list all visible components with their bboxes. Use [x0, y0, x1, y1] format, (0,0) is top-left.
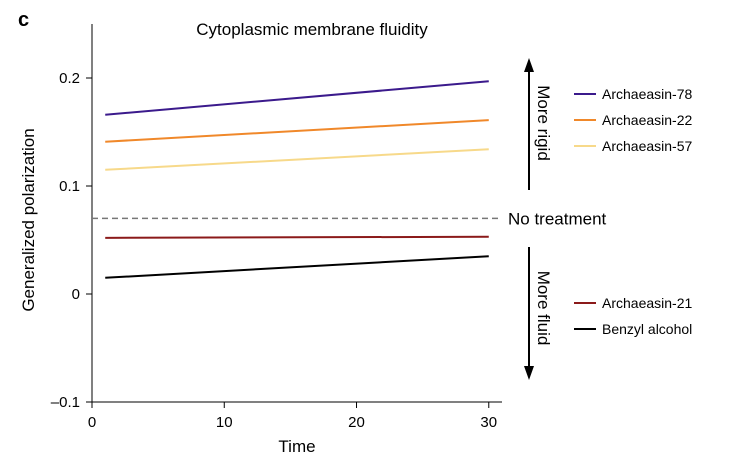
no-treatment-label: No treatment	[508, 209, 607, 228]
legend-label: Archaeasin-21	[602, 295, 692, 311]
y-axis-label: Generalized polarization	[19, 128, 38, 311]
series-line	[105, 255, 489, 279]
x-axis-label: Time	[278, 437, 315, 456]
y-tick-label: 0	[72, 286, 80, 303]
y-tick-label: 0.1	[59, 178, 80, 195]
series-line	[105, 235, 489, 239]
more-rigid-arrow	[524, 58, 534, 190]
more-fluid-label: More fluid	[534, 271, 553, 346]
series-line	[105, 119, 489, 143]
series-line	[105, 148, 489, 171]
x-tick-label: 10	[216, 414, 233, 431]
more-fluid-arrow	[524, 247, 534, 380]
legend-label: Archaeasin-78	[602, 86, 692, 102]
series-line	[105, 80, 489, 116]
y-tick-label: –0.1	[51, 394, 80, 411]
legend-label: Archaeasin-57	[602, 138, 692, 154]
legend-label: Archaeasin-22	[602, 112, 692, 128]
x-tick-label: 20	[348, 414, 365, 431]
legend-bottom: Archaeasin-21 Benzyl alcohol	[574, 295, 692, 337]
chart-title: Cytoplasmic membrane fluidity	[196, 20, 428, 39]
legend-top: Archaeasin-78 Archaeasin-22 Archaeasin-57	[574, 86, 692, 154]
more-rigid-label: More rigid	[534, 85, 553, 161]
y-tick-label: 0.2	[59, 70, 80, 87]
series-group	[105, 80, 489, 279]
panel-letter: c	[18, 9, 29, 31]
ticks-group: 0 10 20 30 –0.1 0 0.1 0.2	[51, 70, 497, 431]
legend-label: Benzyl alcohol	[602, 321, 692, 337]
x-tick-label: 30	[480, 414, 497, 431]
x-tick-label: 0	[88, 414, 96, 431]
